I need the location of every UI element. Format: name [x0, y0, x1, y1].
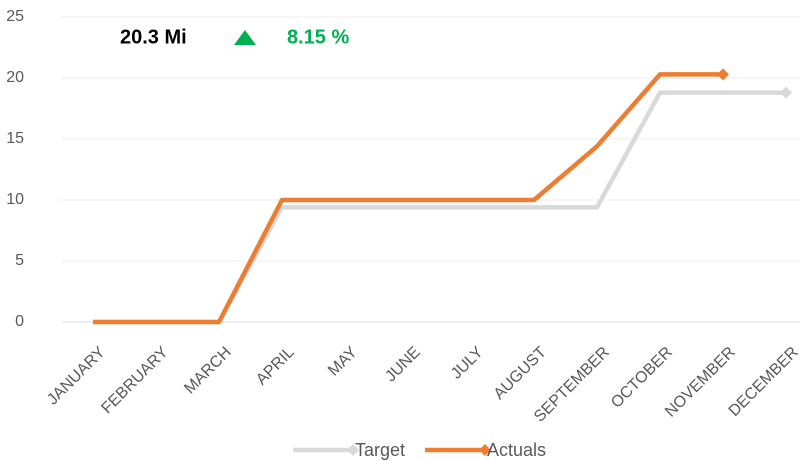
series-line — [93, 90, 786, 325]
legend-label: Actuals — [487, 440, 546, 460]
x-tick-label: JULY — [448, 344, 487, 383]
up-arrow — [234, 30, 256, 45]
change-value: 8.15 % — [287, 26, 349, 48]
x-tick-label: OCTOBER — [608, 344, 676, 412]
x-tick-label: FEBRUARY — [98, 344, 172, 418]
end-marker — [780, 86, 792, 99]
legend-label: Target — [355, 440, 405, 460]
legend-marker — [347, 444, 359, 456]
x-tick-label: AUGUST — [491, 344, 550, 403]
y-tick-label: 10 — [6, 191, 24, 208]
end-marker — [717, 68, 729, 81]
total-value: 20.3 Mi — [120, 26, 187, 48]
x-tick-label: APRIL — [253, 344, 298, 389]
x-tick-label: JANUARY — [44, 344, 109, 409]
x-tick-label: JUNE — [382, 344, 424, 386]
y-tick-label: 0 — [15, 313, 24, 330]
y-tick-label: 20 — [6, 69, 24, 86]
y-tick-label: 5 — [15, 252, 24, 269]
y-tick-label: 15 — [6, 130, 24, 147]
x-tick-label: MAY — [325, 344, 361, 380]
series-line — [93, 72, 723, 325]
legend-marker — [479, 444, 491, 456]
y-tick-label: 25 — [6, 8, 24, 25]
x-tick-label: MARCH — [181, 344, 235, 398]
